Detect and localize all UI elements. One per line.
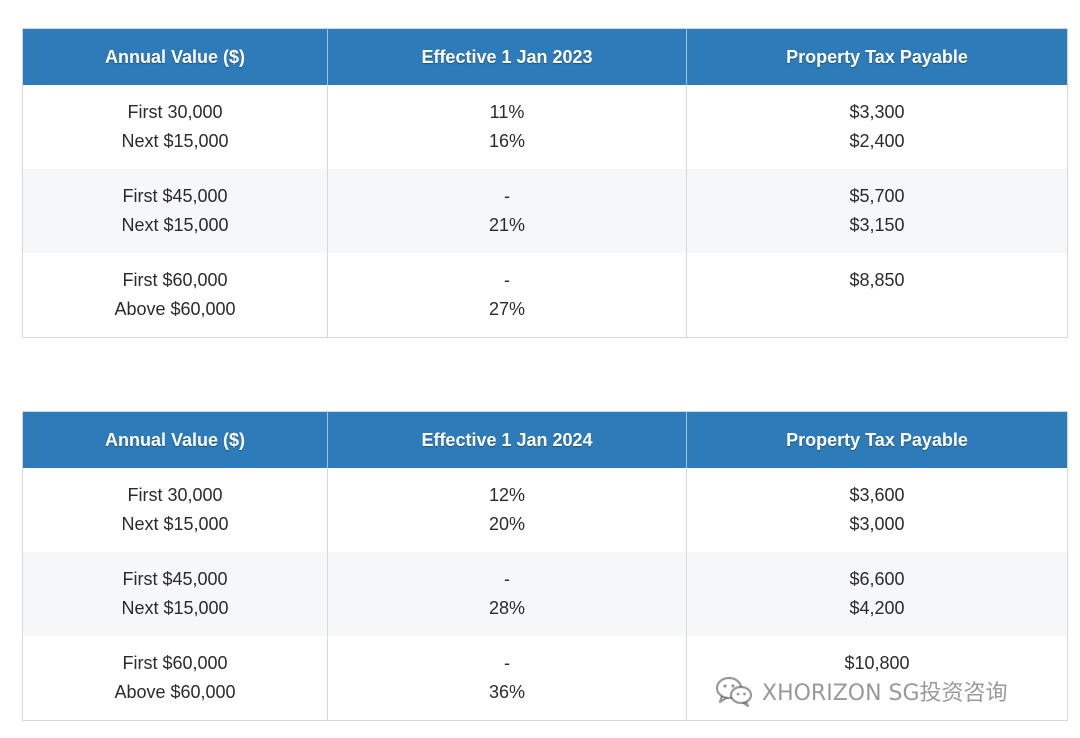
rate-cell: 11% 16% [327,85,687,169]
rate-cell: - 28% [327,552,687,636]
payable-line: $4,200 [849,598,905,618]
payable-cell: $6,600 $4,200 [686,552,1068,636]
tax-table-2024: Annual Value ($) Effective 1 Jan 2024 Pr… [22,411,1068,721]
annual-value-cell: First $45,000 Next $15,000 [22,169,328,253]
rate-line: 28% [488,598,526,618]
payable-cell: $8,850 [687,253,1068,338]
annual-value-line: Next $15,000 [121,215,229,235]
annual-value-line: Above $60,000 [114,299,236,319]
payable-line: $3,150 [849,215,905,235]
payable-cell: $3,300 $2,400 [687,85,1068,169]
watermark-text: XHORIZON SG投资咨询 [762,681,1008,706]
payable-line: $5,700 [849,186,905,206]
tax-table-2023: Annual Value ($) Effective 1 Jan 2023 Pr… [22,28,1068,338]
table-row: First $45,000 Next $15,000 - 21% $5,700 … [22,169,1068,253]
rate-line: - [504,186,510,206]
payable-cell: $5,700 $3,150 [686,169,1068,253]
payable-line: $10,800 [844,653,910,673]
annual-value-line: Above $60,000 [114,682,236,702]
rate-line: 16% [488,131,526,151]
header-annual-value: Annual Value ($) [22,411,328,468]
rate-cell: - 27% [327,253,687,338]
payable-line: $3,000 [849,514,905,534]
rate-line: 27% [488,299,526,319]
rate-cell: 12% 20% [327,468,687,552]
header-effective-date: Effective 1 Jan 2023 [327,28,687,85]
table-row: First $60,000 Above $60,000 - 36% $10,80… [22,636,1068,721]
payable-cell: $3,600 $3,000 [687,468,1068,552]
annual-value-line: First 30,000 [127,102,223,122]
annual-value-line: Next $15,000 [121,598,229,618]
annual-value-line: Next $15,000 [121,131,229,151]
table-header: Annual Value ($) Effective 1 Jan 2024 Pr… [22,411,1068,468]
table-row: First $45,000 Next $15,000 - 28% $6,600 … [22,552,1068,636]
wechat-icon [714,675,754,707]
table-row: First 30,000 Next $15,000 11% 16% $3,300… [22,85,1068,169]
payable-line: $3,300 [849,102,905,122]
annual-value-line: Next $15,000 [121,514,229,534]
annual-value-line: First $45,000 [122,186,228,206]
header-tax-payable: Property Tax Payable [686,28,1068,85]
table-row: First 30,000 Next $15,000 12% 20% $3,600… [22,468,1068,552]
rate-line: 11% [489,102,525,122]
rate-line: - [504,270,510,290]
annual-value-cell: First $60,000 Above $60,000 [22,636,328,721]
payable-line: $3,600 [849,485,905,505]
rate-line: - [504,653,510,673]
payable-line: $6,600 [849,569,905,589]
rate-cell: - 21% [327,169,687,253]
table-header: Annual Value ($) Effective 1 Jan 2023 Pr… [22,28,1068,85]
header-effective-date: Effective 1 Jan 2024 [327,411,687,468]
annual-value-cell: First $60,000 Above $60,000 [22,253,328,338]
rate-line: - [504,569,510,589]
annual-value-line: First $60,000 [122,653,228,673]
rate-line: 21% [488,215,526,235]
payable-line [687,295,1067,324]
rate-cell: - 36% [327,636,687,721]
annual-value-cell: First 30,000 Next $15,000 [22,85,328,169]
header-annual-value: Annual Value ($) [22,28,328,85]
annual-value-line: First 30,000 [127,485,223,505]
rate-line: 12% [488,485,526,505]
payable-line: $2,400 [849,131,905,151]
annual-value-cell: First 30,000 Next $15,000 [22,468,328,552]
payable-cell: $10,800 [687,636,1068,721]
watermark: XHORIZON SG投资咨询 [714,673,1008,709]
annual-value-cell: First $45,000 Next $15,000 [22,552,328,636]
rate-line: 20% [488,514,526,534]
annual-value-line: First $45,000 [122,569,228,589]
rate-line: 36% [488,682,526,702]
header-tax-payable: Property Tax Payable [686,411,1068,468]
table-row: First $60,000 Above $60,000 - 27% $8,850 [22,253,1068,338]
payable-line: $8,850 [849,270,905,290]
annual-value-line: First $60,000 [122,270,228,290]
